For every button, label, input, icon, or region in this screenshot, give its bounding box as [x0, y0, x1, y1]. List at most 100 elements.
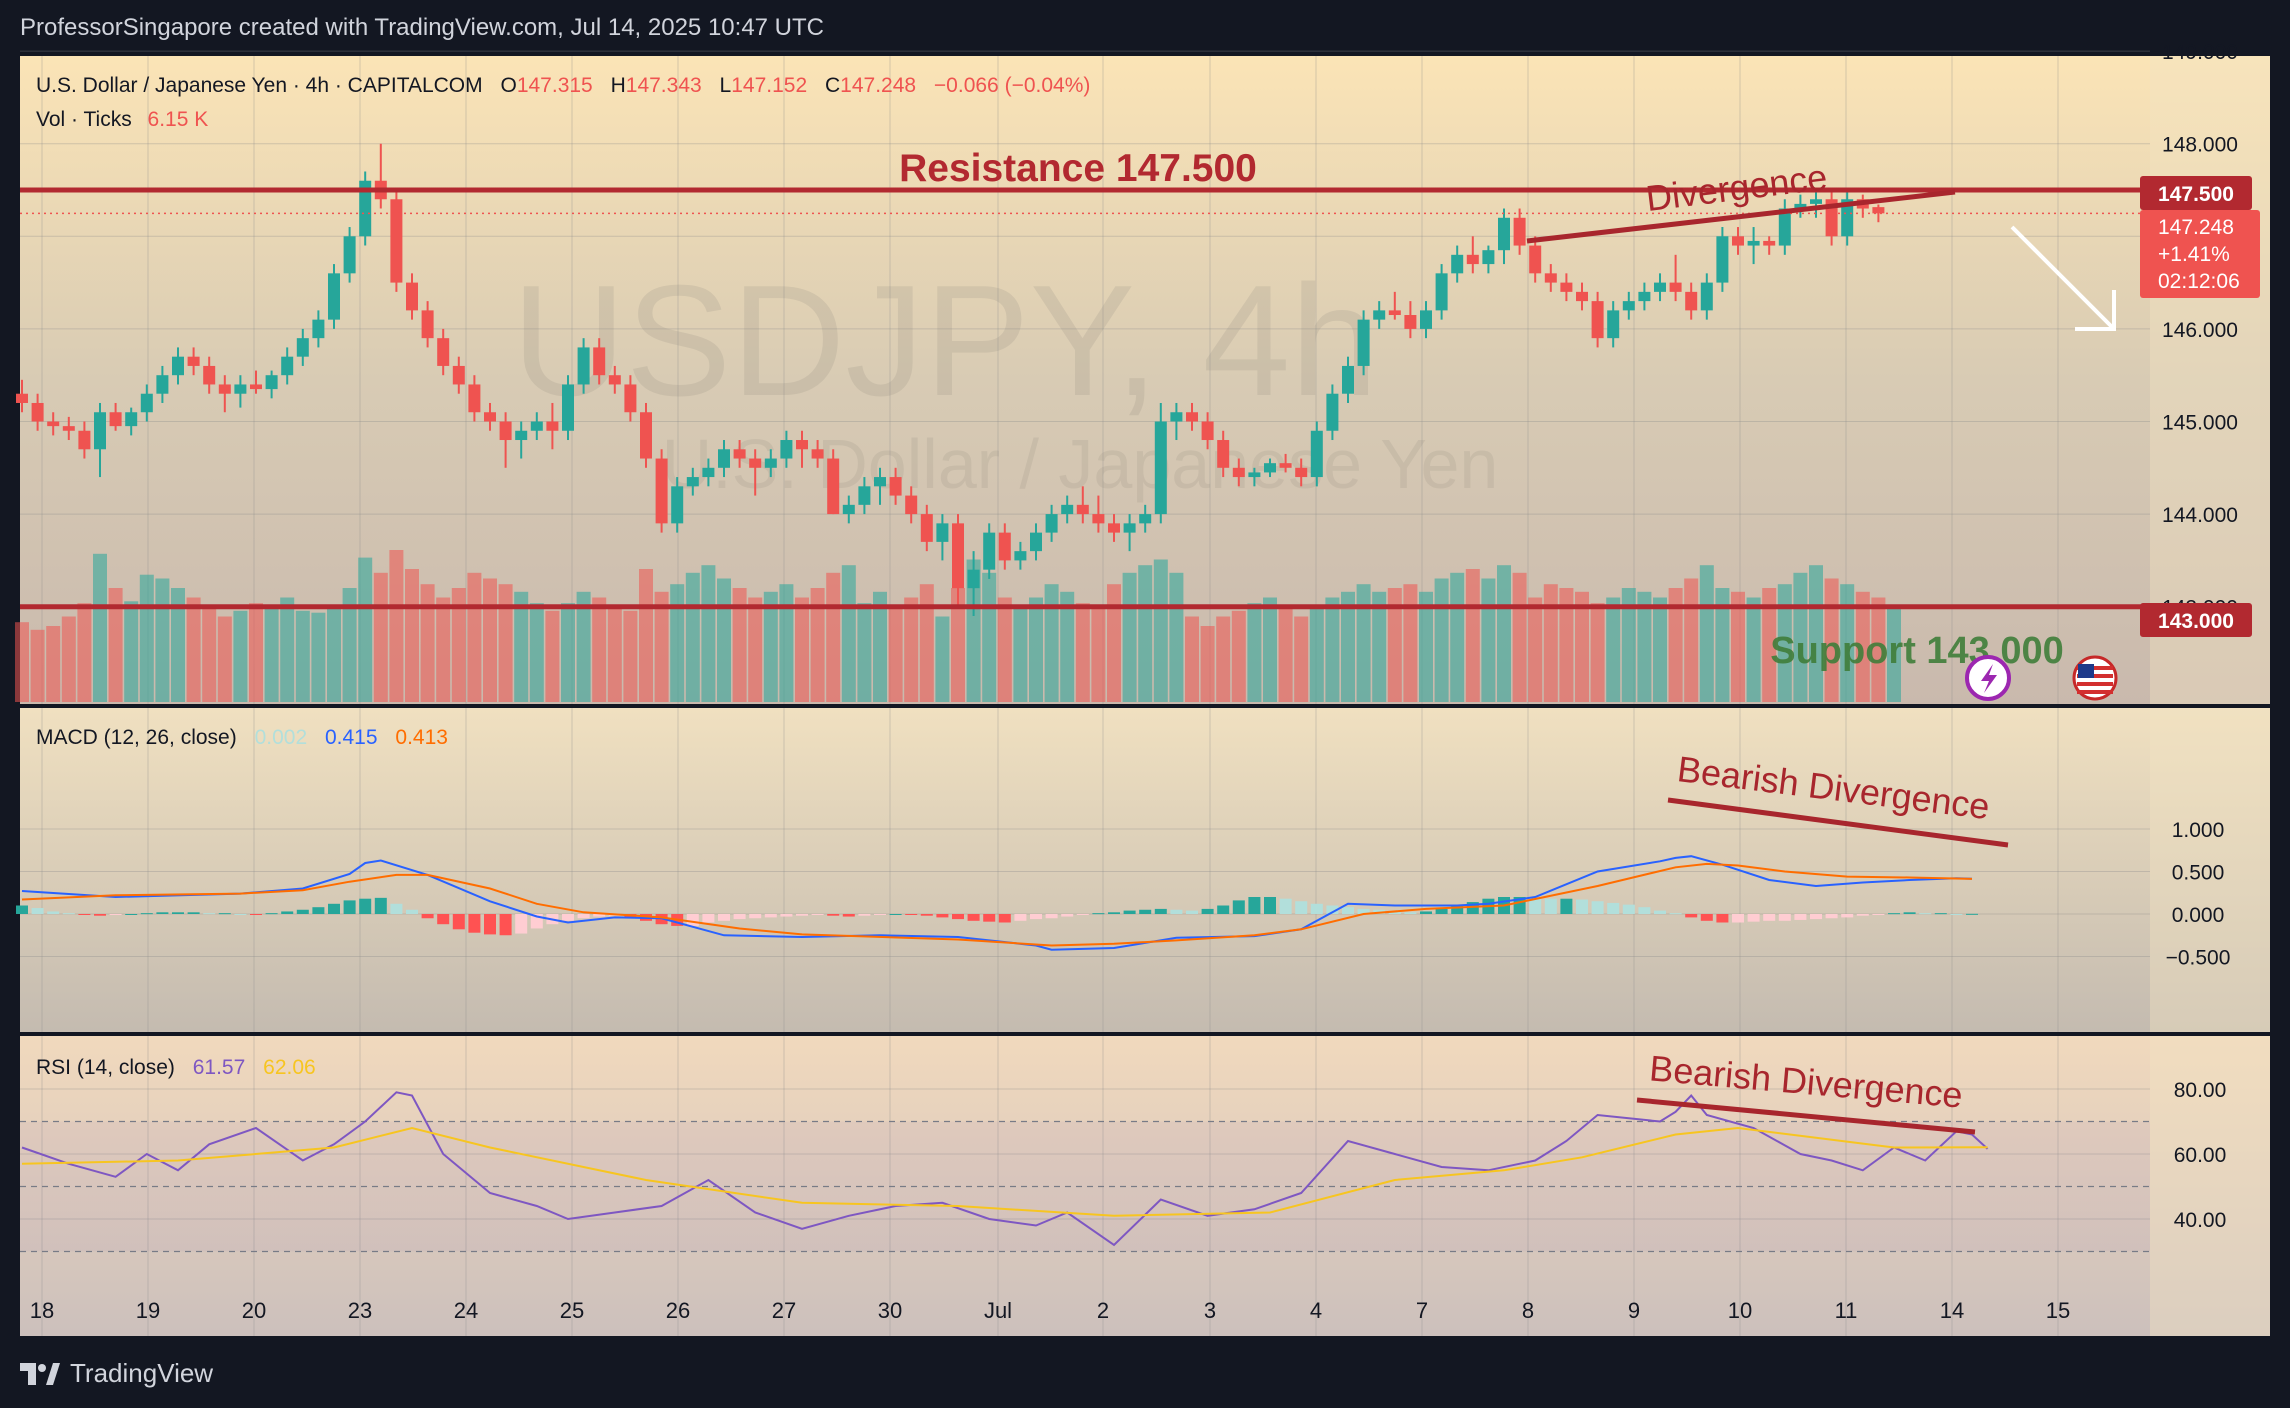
- candle-body: [452, 365, 465, 385]
- candle-body: [1248, 472, 1261, 478]
- rsi-ma-line: [21, 1126, 1988, 1217]
- rsi-axis-label: 40.00: [2174, 1209, 2227, 1232]
- volume-bar: [30, 629, 45, 702]
- volume-bar: [1684, 578, 1699, 702]
- volume-bar: [1278, 607, 1293, 702]
- legend-low: 147.152: [731, 74, 807, 97]
- candle-body: [1295, 467, 1308, 478]
- time-axis-label: 10: [1728, 1298, 1752, 1323]
- macd-histogram-bar: [952, 914, 964, 920]
- candle-body: [686, 477, 699, 487]
- macd-histogram-bar: [733, 914, 746, 920]
- macd-histogram-bar: [1154, 908, 1167, 914]
- volume-bar: [1216, 616, 1231, 702]
- macd-histogram-bar: [920, 914, 933, 916]
- candle-body: [94, 412, 106, 450]
- volume-bar: [1434, 578, 1449, 702]
- macd-signal-line: [21, 862, 1973, 947]
- macd-histogram-bar: [1607, 902, 1620, 914]
- candle-body: [702, 467, 715, 478]
- volume-bar: [405, 569, 419, 702]
- macd-legend-line: 0.415: [325, 726, 378, 749]
- macd-histogram-bar: [265, 913, 278, 915]
- macd-histogram-bar: [1232, 900, 1245, 914]
- us-flag-icon[interactable]: [2072, 655, 2118, 701]
- volume-bar: [1746, 597, 1761, 702]
- candle-body: [811, 449, 824, 459]
- macd-histogram-bar: [1217, 905, 1230, 914]
- price-axis-label: 148.000: [2162, 134, 2238, 157]
- volume-bar: [1855, 591, 1870, 702]
- candle-body: [265, 375, 278, 390]
- candle-body: [1435, 273, 1448, 311]
- volume-bar: [1824, 578, 1839, 702]
- volume-bar: [77, 603, 92, 702]
- svg-text:143.000: 143.000: [2158, 610, 2234, 633]
- candle-body: [406, 282, 418, 311]
- candle-body: [1810, 199, 1822, 204]
- candle-body: [1466, 254, 1479, 265]
- volume-bar: [1590, 603, 1605, 702]
- macd-histogram-bar: [1919, 913, 1932, 915]
- candle-body: [1732, 236, 1744, 246]
- candle-body: [1841, 199, 1854, 237]
- time-axis-label: 4: [1310, 1298, 1322, 1323]
- volume-bar: [857, 603, 872, 702]
- macd-histogram-bar: [858, 914, 871, 916]
- candle-body: [187, 356, 200, 366]
- volume-bar: [202, 607, 217, 702]
- volume-bar: [717, 578, 731, 702]
- macd-histogram-bar: [1622, 904, 1635, 914]
- candle-body: [1123, 523, 1136, 533]
- candle-body: [655, 458, 668, 524]
- candle-body: [764, 458, 777, 468]
- volume-bar: [1543, 584, 1558, 702]
- macd-legend-hist: 0.002: [255, 726, 308, 749]
- macd-histogram-bar: [749, 914, 762, 919]
- candle-body: [577, 347, 590, 385]
- candle-body: [1513, 217, 1526, 246]
- volume-bar: [529, 603, 544, 702]
- macd-histogram-bar: [1856, 914, 1869, 916]
- macd-histogram-bar: [1716, 914, 1729, 923]
- macd-histogram-bar: [1295, 901, 1308, 914]
- macd-histogram-bar: [296, 909, 309, 914]
- legend-low-label: L: [720, 74, 732, 97]
- macd-histogram-bar: [1264, 897, 1276, 914]
- volume-bar: [436, 597, 451, 702]
- macd-histogram-bar: [1934, 913, 1947, 915]
- time-axis-label: 19: [136, 1298, 160, 1323]
- macd-histogram-bar: [1872, 914, 1885, 915]
- candle-body: [1576, 291, 1588, 302]
- volume-bar: [1263, 597, 1277, 702]
- volume-bar: [1731, 591, 1745, 702]
- candle-body: [1310, 430, 1323, 478]
- candle-body: [62, 426, 75, 431]
- macd-histogram-bar: [281, 911, 294, 914]
- candle-body: [1700, 282, 1713, 311]
- volume-bar: [607, 607, 622, 702]
- candle-body: [905, 495, 918, 515]
- candle-body: [234, 384, 247, 394]
- volume-bar: [1512, 572, 1527, 702]
- macd-histogram-bar: [1732, 914, 1744, 923]
- candle-body: [1154, 421, 1167, 515]
- legend-open-label: O: [500, 74, 516, 97]
- macd-histogram-bar: [1966, 913, 1978, 915]
- macd-legend-label: MACD (12, 26, close): [36, 726, 237, 749]
- macd-histogram-bar: [1404, 912, 1417, 914]
- tradingview-logo[interactable]: TradingView: [20, 1358, 213, 1389]
- candle-body: [1388, 310, 1401, 316]
- candle-body: [593, 347, 606, 376]
- candle-body: [484, 412, 496, 422]
- macd-histogram-bar: [218, 913, 231, 915]
- volume-bar: [576, 591, 591, 702]
- candle-body: [328, 273, 340, 320]
- macd-histogram-bar: [343, 900, 356, 914]
- volume-bar: [873, 591, 887, 702]
- lightning-icon[interactable]: [1965, 655, 2011, 701]
- macd-histogram-bar: [203, 913, 216, 915]
- candle-body: [421, 310, 434, 339]
- macd-histogram-bar: [1014, 914, 1027, 921]
